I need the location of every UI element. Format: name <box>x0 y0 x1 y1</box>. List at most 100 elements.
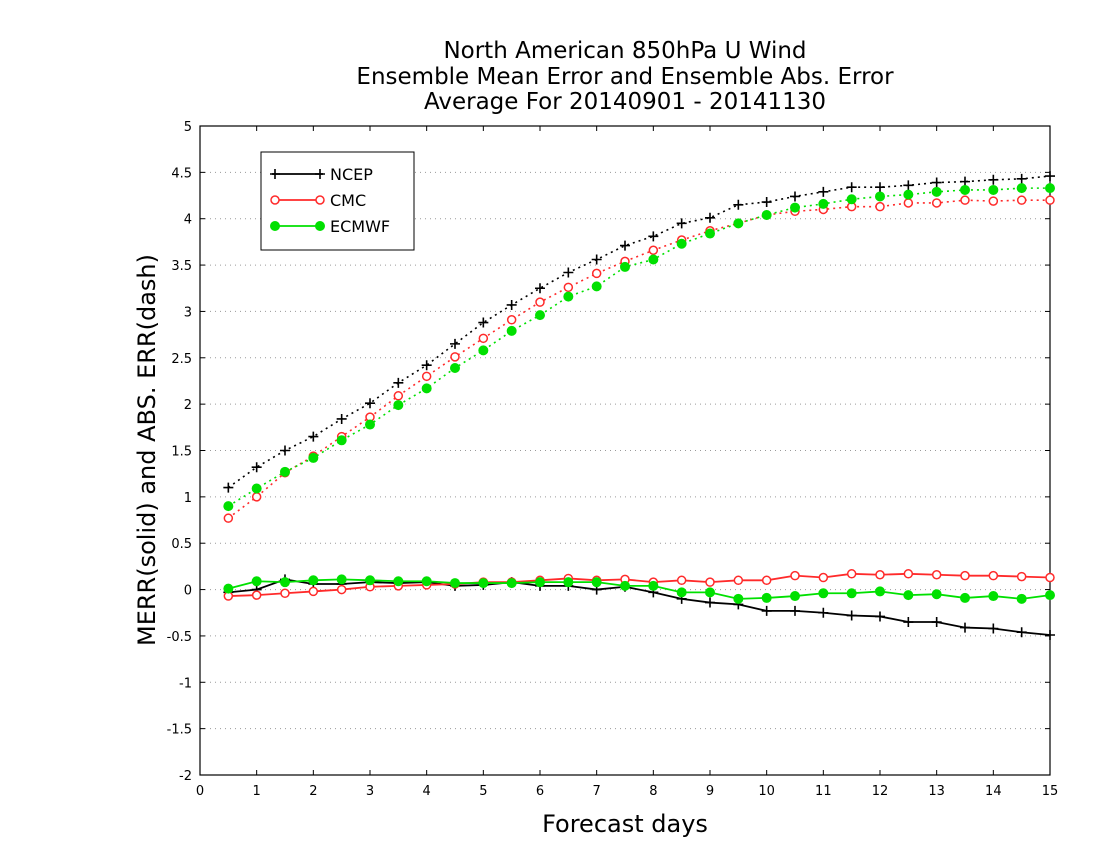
ncep-abs-err-point <box>223 482 234 493</box>
ncep-mean-err-point <box>761 605 772 616</box>
ncep-abs-err-point <box>251 462 262 473</box>
cmc-abs-err-line <box>227 199 1050 519</box>
y-tick-label: -1.5 <box>167 723 192 738</box>
y-tick-label: 3.5 <box>171 259 192 274</box>
cmc-mean-err-point <box>676 575 687 586</box>
ncep-abs-err-point <box>535 283 545 294</box>
ncep-mean-err-point <box>960 622 970 633</box>
x-axis-label: Forecast days <box>542 810 708 838</box>
cmc-abs-err-point <box>591 268 602 279</box>
legend-ecmwf-marker <box>315 221 325 231</box>
ncep-mean-err-point <box>818 607 829 618</box>
cmc-abs-err-point <box>960 195 970 205</box>
cmc-mean-err-point <box>1016 571 1027 582</box>
cmc-abs-err-point <box>1045 195 1055 205</box>
ncep-abs-err-point <box>393 377 404 388</box>
legend-ecmwf-label: ECMWF <box>330 217 390 236</box>
ncep-abs-err-point <box>563 267 574 278</box>
ecmwf-mean-err-point <box>648 580 659 591</box>
ecmwf-abs-err-point <box>761 210 772 221</box>
ncep-abs-err-point <box>591 254 602 265</box>
ncep-abs-err-point <box>818 186 829 197</box>
cmc-abs-err-point <box>393 391 404 401</box>
ecmwf-abs-err-point <box>790 202 800 213</box>
ecmwf-mean-err-point <box>903 590 914 601</box>
cmc-mean-err-line <box>228 572 1051 597</box>
x-tick-label: 11 <box>815 784 832 799</box>
legend-box <box>260 151 415 251</box>
cmc-mean-err-point <box>988 570 999 581</box>
ecmwf-mean-err-point <box>761 592 772 603</box>
cmc-abs-err-point <box>1016 195 1027 205</box>
x-tick-label: 10 <box>758 784 775 799</box>
ecmwf-mean-err-point <box>676 587 687 598</box>
ncep-abs-err-point <box>903 180 914 191</box>
ncep-abs-err-point <box>790 191 800 202</box>
cmc-abs-err-point <box>251 492 262 502</box>
ecmwf-mean-err-point <box>365 575 375 586</box>
ecmwf-mean-err-point <box>563 577 574 588</box>
ecmwf-abs-err-point <box>846 194 857 205</box>
x-tick-label: 1 <box>253 784 261 799</box>
ncep-abs-err-point <box>733 199 744 210</box>
ncep-mean-err-point <box>903 617 914 628</box>
cmc-mean-err-point <box>336 584 347 595</box>
ecmwf-abs-err-point <box>223 501 234 512</box>
ncep-mean-err-point <box>875 611 885 622</box>
cmc-mean-err-point <box>705 577 715 587</box>
ecmwf-mean-err-point <box>393 576 404 587</box>
cmc-mean-err-point <box>761 575 772 586</box>
ncep-abs-err-point <box>648 231 659 242</box>
ncep-abs-err-point <box>620 240 630 251</box>
cmc-abs-err-point <box>988 196 999 206</box>
ecmwf-abs-err-point <box>336 435 347 446</box>
ecmwf-mean-err-point <box>931 589 942 600</box>
ecmwf-mean-err-point <box>705 587 715 598</box>
ncep-abs-err-point <box>705 212 715 223</box>
ecmwf-abs-err-point <box>251 483 262 494</box>
x-tick-label: 3 <box>366 784 374 799</box>
ecmwf-mean-err-point <box>846 588 857 599</box>
ecmwf-mean-err-point <box>1016 593 1027 604</box>
x-tick-label: 15 <box>1042 784 1059 799</box>
ncep-mean-err-point <box>846 610 857 621</box>
ecmwf-mean-err-point <box>280 577 290 588</box>
ecmwf-abs-err-point <box>450 362 460 373</box>
ecmwf-mean-err-point <box>223 583 234 594</box>
ecmwf-mean-err-point <box>251 576 262 587</box>
x-tick-label: 12 <box>872 784 889 799</box>
ecmwf-abs-err-point <box>875 191 885 202</box>
x-tick-label: 0 <box>196 784 204 799</box>
ncep-abs-err-point <box>875 182 885 193</box>
cmc-abs-err-point <box>506 315 517 325</box>
ecmwf-abs-err-point <box>535 310 545 321</box>
chart-title-line-1: North American 850hPa U Wind <box>443 38 807 64</box>
ecmwf-mean-err-point <box>875 586 885 597</box>
ecmwf-abs-err-point <box>421 383 432 394</box>
ecmwf-abs-err-point <box>903 189 914 200</box>
x-tick-label: 5 <box>479 784 487 799</box>
chart-title-line-3: Average For 20140901 - 20141130 <box>423 89 827 115</box>
cmc-mean-err-point <box>903 569 914 579</box>
ecmwf-abs-err-point <box>308 452 319 463</box>
ncep-abs-err-point <box>308 431 319 442</box>
y-tick-label: 0 <box>184 584 192 599</box>
ecmwf-mean-err-point <box>790 591 800 602</box>
cmc-abs-err-point <box>903 198 914 208</box>
ecmwf-abs-err-point <box>988 184 999 195</box>
chart-title-line-2: Ensemble Mean Error and Ensemble Abs. Er… <box>356 64 894 90</box>
cmc-mean-err-point <box>280 588 290 599</box>
cmc-abs-err-point <box>450 352 460 362</box>
ncep-abs-err-point <box>1045 171 1055 182</box>
ecmwf-abs-err-point <box>931 186 942 197</box>
ncep-abs-err-point <box>280 445 290 456</box>
ecmwf-abs-err-point <box>733 218 744 229</box>
cmc-abs-err-point <box>875 201 885 212</box>
cmc-abs-err-point <box>535 297 545 307</box>
ncep-abs-err-point <box>846 182 857 193</box>
ncep-abs-err-point <box>988 174 999 185</box>
cmc-mean-err-point <box>308 586 319 597</box>
y-tick-label: 4 <box>184 213 192 228</box>
cmc-abs-err-point <box>648 245 659 255</box>
